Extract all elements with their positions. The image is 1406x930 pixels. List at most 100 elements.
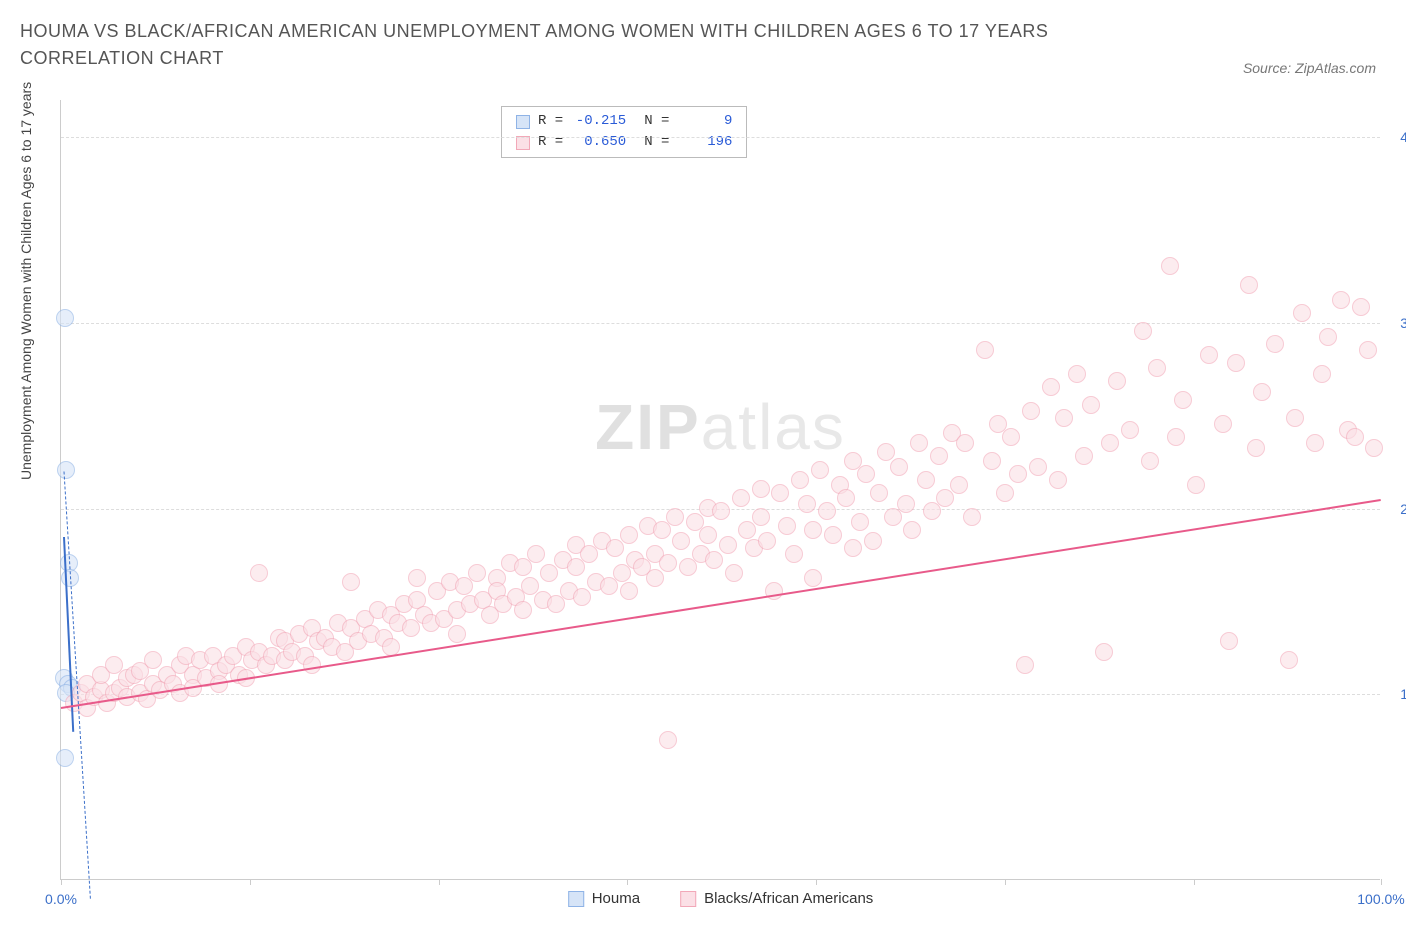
data-point xyxy=(930,447,948,465)
data-point xyxy=(1141,452,1159,470)
stats-row: R =-0.215N =9 xyxy=(516,111,732,132)
n-value: 196 xyxy=(680,132,732,153)
data-point xyxy=(1161,257,1179,275)
data-point xyxy=(1313,365,1331,383)
chart-title: HOUMA VS BLACK/AFRICAN AMERICAN UNEMPLOY… xyxy=(20,18,1140,72)
data-point xyxy=(824,526,842,544)
r-label: R = xyxy=(538,111,563,132)
xtick xyxy=(250,879,251,885)
data-point xyxy=(1227,354,1245,372)
data-point xyxy=(620,582,638,600)
data-point xyxy=(1365,439,1383,457)
data-point xyxy=(1200,346,1218,364)
data-point xyxy=(837,489,855,507)
data-point xyxy=(659,731,677,749)
data-point xyxy=(1082,396,1100,414)
data-point xyxy=(56,749,74,767)
n-label: N = xyxy=(644,132,669,153)
data-point xyxy=(250,564,268,582)
data-point xyxy=(1029,458,1047,476)
data-point xyxy=(983,452,1001,470)
data-point xyxy=(1167,428,1185,446)
data-point xyxy=(1108,372,1126,390)
data-point xyxy=(342,573,360,591)
data-point xyxy=(1214,415,1232,433)
data-point xyxy=(976,341,994,359)
data-point xyxy=(646,569,664,587)
data-point xyxy=(1022,402,1040,420)
r-label: R = xyxy=(538,132,563,153)
data-point xyxy=(527,545,545,563)
ytick-label: 20.0% xyxy=(1400,501,1406,517)
data-point xyxy=(818,502,836,520)
watermark-bold: ZIP xyxy=(595,391,701,463)
gridline xyxy=(61,694,1380,695)
plot-area: ZIPatlas R =-0.215N =9R =0.650N =196 Hou… xyxy=(60,100,1380,880)
data-point xyxy=(1359,341,1377,359)
data-point xyxy=(903,521,921,539)
watermark: ZIPatlas xyxy=(595,390,846,464)
xtick-label: 0.0% xyxy=(45,891,77,907)
xtick xyxy=(439,879,440,885)
data-point xyxy=(1134,322,1152,340)
xtick xyxy=(816,879,817,885)
r-value: -0.215 xyxy=(574,111,626,132)
data-point xyxy=(910,434,928,452)
data-point xyxy=(1247,439,1265,457)
data-point xyxy=(897,495,915,513)
data-point xyxy=(1332,291,1350,309)
data-point xyxy=(573,588,591,606)
data-point xyxy=(1174,391,1192,409)
data-point xyxy=(917,471,935,489)
legend-item: Blacks/African Americans xyxy=(680,890,873,907)
legend-label: Blacks/African Americans xyxy=(704,890,873,907)
data-point xyxy=(1068,365,1086,383)
xtick xyxy=(1381,879,1382,885)
data-point xyxy=(1101,434,1119,452)
data-point xyxy=(870,484,888,502)
data-point xyxy=(956,434,974,452)
data-point xyxy=(1253,383,1271,401)
data-point xyxy=(851,513,869,531)
data-point xyxy=(1319,328,1337,346)
data-point xyxy=(1220,632,1238,650)
data-point xyxy=(798,495,816,513)
data-point xyxy=(804,521,822,539)
xtick xyxy=(627,879,628,885)
data-point xyxy=(877,443,895,461)
data-point xyxy=(666,508,684,526)
trendline xyxy=(61,499,1381,709)
data-point xyxy=(1095,643,1113,661)
data-point xyxy=(659,554,677,572)
data-point xyxy=(1049,471,1067,489)
data-point xyxy=(521,577,539,595)
data-point xyxy=(996,484,1014,502)
data-point xyxy=(1306,434,1324,452)
xtick xyxy=(1194,879,1195,885)
data-point xyxy=(950,476,968,494)
ytick-label: 10.0% xyxy=(1400,686,1406,702)
data-point xyxy=(712,502,730,520)
data-point xyxy=(1352,298,1370,316)
gridline xyxy=(61,323,1380,324)
data-point xyxy=(144,651,162,669)
data-point xyxy=(448,625,466,643)
data-point xyxy=(804,569,822,587)
data-point xyxy=(408,569,426,587)
data-point xyxy=(1016,656,1034,674)
data-point xyxy=(1009,465,1027,483)
watermark-light: atlas xyxy=(701,391,846,463)
ytick-label: 30.0% xyxy=(1400,315,1406,331)
data-point xyxy=(1240,276,1258,294)
data-point xyxy=(752,508,770,526)
data-point xyxy=(778,517,796,535)
r-value: 0.650 xyxy=(574,132,626,153)
legend-item: Houma xyxy=(568,890,640,907)
data-point xyxy=(864,532,882,550)
data-point xyxy=(890,458,908,476)
data-point xyxy=(732,489,750,507)
data-point xyxy=(1293,304,1311,322)
legend-label: Houma xyxy=(592,890,640,907)
n-value: 9 xyxy=(680,111,732,132)
data-point xyxy=(857,465,875,483)
